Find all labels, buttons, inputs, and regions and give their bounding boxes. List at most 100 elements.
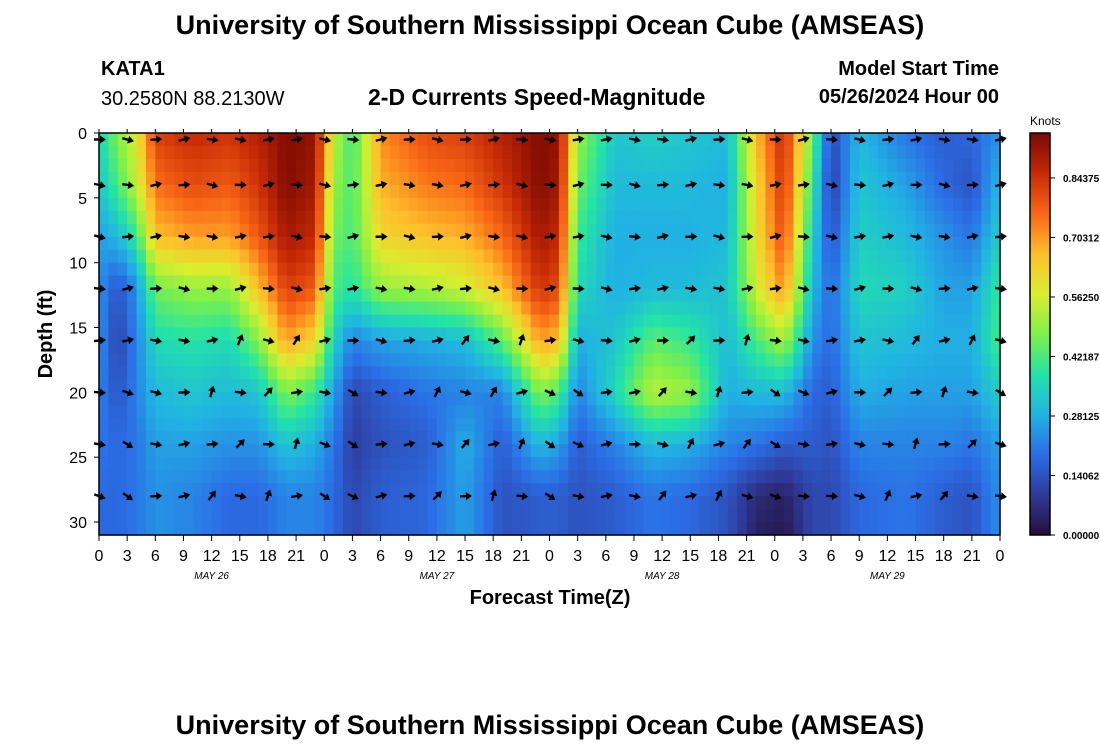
heat-cell	[361, 509, 372, 523]
heat-cell	[690, 405, 701, 419]
heat-cell	[145, 184, 156, 199]
heat-cell	[436, 145, 447, 160]
heat-cell	[108, 340, 119, 355]
heat-cell	[446, 366, 457, 380]
current-arrow-head	[381, 388, 388, 397]
heat-cell	[117, 418, 128, 432]
heat-cell	[145, 210, 156, 225]
heat-cell	[474, 223, 485, 238]
heat-cell	[230, 327, 241, 342]
heat-cell	[718, 405, 729, 419]
heat-cell	[765, 483, 776, 497]
heat-cell	[558, 457, 569, 471]
heat-cell	[821, 236, 832, 251]
heat-cell	[690, 158, 701, 173]
heat-cell	[671, 379, 682, 393]
current-arrow-head	[605, 440, 613, 448]
heat-cell	[361, 262, 372, 277]
current-arrow-head	[577, 336, 585, 345]
current-arrow	[347, 284, 360, 293]
current-arrow	[713, 135, 726, 144]
heat-cell	[521, 158, 532, 173]
heat-cell	[314, 444, 325, 458]
heat-cell	[530, 509, 541, 523]
heat-cell	[831, 496, 842, 510]
current-arrow-head	[99, 284, 106, 293]
heat-cell	[493, 483, 504, 497]
current-arrow-head	[465, 492, 472, 501]
heat-cell	[502, 431, 513, 445]
heat-cell	[99, 158, 109, 173]
heat-cell	[831, 470, 842, 484]
heat-cell	[164, 249, 175, 264]
heat-cell	[774, 483, 785, 497]
heat-cell	[605, 522, 616, 536]
heat-cell	[868, 379, 879, 393]
heat-cell	[361, 288, 372, 303]
heat-cell	[314, 366, 325, 380]
heat-cell	[793, 223, 804, 238]
heat-cell	[164, 522, 175, 536]
heat-cell	[662, 184, 673, 199]
heat-cell	[924, 509, 935, 523]
heat-cell	[333, 405, 344, 419]
heat-cell	[192, 379, 203, 393]
heat-cell	[277, 431, 288, 445]
heat-cell	[418, 197, 429, 212]
heat-cell	[755, 470, 766, 484]
heat-cell	[389, 262, 400, 277]
heat-cell	[127, 223, 138, 238]
heat-cell	[314, 509, 325, 523]
heat-cell	[249, 431, 260, 445]
heat-cell	[605, 236, 616, 251]
heat-cell	[333, 314, 344, 329]
heat-cell	[399, 249, 410, 264]
y-tick-label: 20	[69, 385, 87, 402]
current-arrow	[488, 336, 501, 345]
heat-cell	[380, 184, 391, 199]
heat-cell	[727, 327, 738, 342]
heat-cell	[671, 353, 682, 368]
current-arrow-head	[972, 388, 979, 397]
heat-cell	[962, 223, 973, 238]
heat-cell	[831, 197, 842, 212]
heat-cell	[399, 366, 410, 380]
heat-cell	[755, 392, 766, 406]
heat-cell	[221, 275, 231, 290]
heat-cell	[615, 210, 626, 225]
heat-cell	[962, 158, 973, 173]
heat-cell	[718, 379, 729, 393]
heat-cell	[136, 353, 147, 368]
heat-cell	[934, 249, 945, 264]
heat-cell	[577, 418, 588, 432]
heat-cell	[145, 197, 156, 212]
current-arrow-head	[940, 385, 948, 393]
heat-cell	[596, 327, 607, 342]
heat-cell	[990, 314, 1001, 329]
heat-cell	[117, 210, 128, 225]
heat-cell	[108, 366, 119, 380]
heat-cell	[596, 184, 607, 199]
heat-cell	[408, 210, 419, 225]
heat-cell	[483, 210, 494, 225]
heat-cell	[361, 483, 372, 497]
heat-cell	[239, 353, 250, 368]
current-arrow-head	[212, 440, 219, 449]
current-arrow	[403, 135, 416, 144]
heat-cell	[624, 366, 635, 380]
heat-cell	[821, 496, 832, 510]
heat-cell	[436, 431, 447, 445]
heat-cell	[596, 509, 607, 523]
heat-cell	[333, 353, 344, 368]
heat-cell	[709, 483, 720, 497]
heat-cell	[981, 171, 992, 186]
current-arrow	[797, 389, 810, 397]
heat-cell	[990, 340, 1001, 355]
heat-cell	[249, 392, 260, 406]
heat-cell	[755, 184, 766, 199]
heat-cell	[361, 184, 372, 199]
current-arrow	[685, 232, 698, 241]
heat-cell	[624, 145, 635, 160]
heat-cell	[136, 275, 147, 290]
heat-cell	[371, 145, 382, 160]
